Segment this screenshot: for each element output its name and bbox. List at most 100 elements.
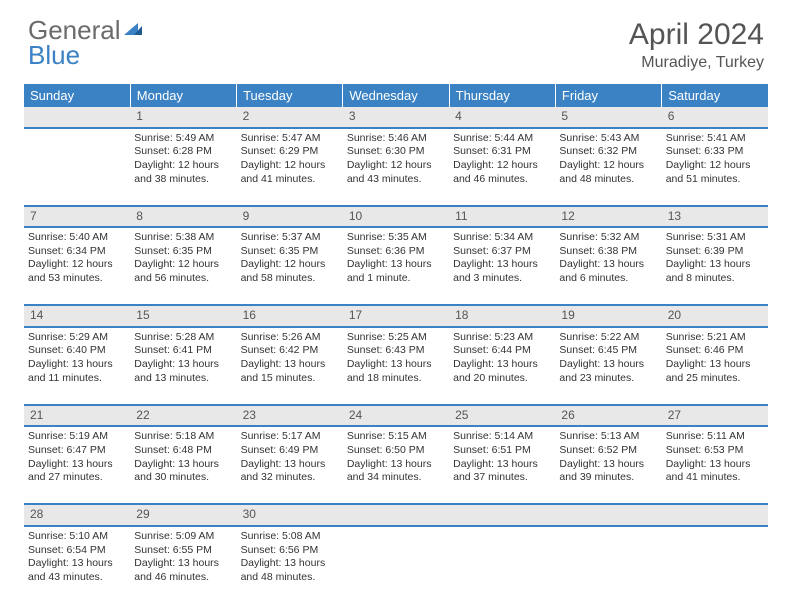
day-header: Friday <box>555 84 661 107</box>
sunset-line: Sunset: 6:45 PM <box>559 344 657 358</box>
calendar-table: SundayMondayTuesdayWednesdayThursdayFrid… <box>24 84 768 604</box>
sunrise-line: Sunrise: 5:35 AM <box>347 231 445 245</box>
sunset-line: Sunset: 6:28 PM <box>134 145 232 159</box>
day-cell: Sunrise: 5:40 AMSunset: 6:34 PMDaylight:… <box>24 227 130 305</box>
day-number: 25 <box>449 405 555 427</box>
location: Muradiye, Turkey <box>629 54 764 72</box>
day-cell: Sunrise: 5:38 AMSunset: 6:35 PMDaylight:… <box>130 227 236 305</box>
daylight-line: Daylight: 13 hours and 37 minutes. <box>453 458 551 485</box>
sunrise-line: Sunrise: 5:17 AM <box>241 430 339 444</box>
day-header: Saturday <box>662 84 768 107</box>
sunrise-line: Sunrise: 5:22 AM <box>559 331 657 345</box>
sunset-line: Sunset: 6:35 PM <box>241 245 339 259</box>
sunrise-line: Sunrise: 5:34 AM <box>453 231 551 245</box>
daylight-line: Daylight: 13 hours and 39 minutes. <box>559 458 657 485</box>
sunset-line: Sunset: 6:31 PM <box>453 145 551 159</box>
day-number: 3 <box>343 107 449 128</box>
day-number <box>449 504 555 526</box>
daylight-line: Daylight: 13 hours and 8 minutes. <box>666 258 764 285</box>
daylight-line: Daylight: 13 hours and 13 minutes. <box>134 358 232 385</box>
day-header: Sunday <box>24 84 130 107</box>
day-number: 10 <box>343 206 449 228</box>
sunset-line: Sunset: 6:30 PM <box>347 145 445 159</box>
daylight-line: Daylight: 13 hours and 6 minutes. <box>559 258 657 285</box>
sunrise-line: Sunrise: 5:21 AM <box>666 331 764 345</box>
sunrise-line: Sunrise: 5:46 AM <box>347 132 445 146</box>
sunset-line: Sunset: 6:29 PM <box>241 145 339 159</box>
day-number: 11 <box>449 206 555 228</box>
sunrise-line: Sunrise: 5:29 AM <box>28 331 126 345</box>
sunrise-line: Sunrise: 5:32 AM <box>559 231 657 245</box>
day-number: 13 <box>662 206 768 228</box>
sunrise-line: Sunrise: 5:37 AM <box>241 231 339 245</box>
sunset-line: Sunset: 6:42 PM <box>241 344 339 358</box>
daylight-line: Daylight: 12 hours and 56 minutes. <box>134 258 232 285</box>
day-cell <box>662 526 768 604</box>
day-cell: Sunrise: 5:44 AMSunset: 6:31 PMDaylight:… <box>449 128 555 206</box>
sunset-line: Sunset: 6:56 PM <box>241 544 339 558</box>
day-cell: Sunrise: 5:22 AMSunset: 6:45 PMDaylight:… <box>555 327 661 405</box>
week-data-row: Sunrise: 5:29 AMSunset: 6:40 PMDaylight:… <box>24 327 768 405</box>
day-cell: Sunrise: 5:14 AMSunset: 6:51 PMDaylight:… <box>449 426 555 504</box>
title-block: April 2024 Muradiye, Turkey <box>629 18 764 72</box>
day-cell <box>24 128 130 206</box>
sunrise-line: Sunrise: 5:41 AM <box>666 132 764 146</box>
day-cell: Sunrise: 5:47 AMSunset: 6:29 PMDaylight:… <box>237 128 343 206</box>
day-cell: Sunrise: 5:35 AMSunset: 6:36 PMDaylight:… <box>343 227 449 305</box>
sunset-line: Sunset: 6:37 PM <box>453 245 551 259</box>
daylight-line: Daylight: 13 hours and 3 minutes. <box>453 258 551 285</box>
daylight-line: Daylight: 13 hours and 27 minutes. <box>28 458 126 485</box>
sunset-line: Sunset: 6:43 PM <box>347 344 445 358</box>
week-data-row: Sunrise: 5:10 AMSunset: 6:54 PMDaylight:… <box>24 526 768 604</box>
sunrise-line: Sunrise: 5:18 AM <box>134 430 232 444</box>
daylight-line: Daylight: 12 hours and 58 minutes. <box>241 258 339 285</box>
week-data-row: Sunrise: 5:40 AMSunset: 6:34 PMDaylight:… <box>24 227 768 305</box>
sunrise-line: Sunrise: 5:43 AM <box>559 132 657 146</box>
daynum-row: 282930 <box>24 504 768 526</box>
day-cell: Sunrise: 5:09 AMSunset: 6:55 PMDaylight:… <box>130 526 236 604</box>
daylight-line: Daylight: 13 hours and 46 minutes. <box>134 557 232 584</box>
day-cell <box>555 526 661 604</box>
day-cell: Sunrise: 5:10 AMSunset: 6:54 PMDaylight:… <box>24 526 130 604</box>
day-cell <box>449 526 555 604</box>
daylight-line: Daylight: 13 hours and 32 minutes. <box>241 458 339 485</box>
sunset-line: Sunset: 6:36 PM <box>347 245 445 259</box>
day-number: 19 <box>555 305 661 327</box>
sunrise-line: Sunrise: 5:47 AM <box>241 132 339 146</box>
sunset-line: Sunset: 6:41 PM <box>134 344 232 358</box>
day-number <box>343 504 449 526</box>
day-number: 24 <box>343 405 449 427</box>
daylight-line: Daylight: 13 hours and 20 minutes. <box>453 358 551 385</box>
logo-text-2: Blue <box>28 40 80 70</box>
day-header-row: SundayMondayTuesdayWednesdayThursdayFrid… <box>24 84 768 107</box>
daylight-line: Daylight: 12 hours and 53 minutes. <box>28 258 126 285</box>
day-cell: Sunrise: 5:43 AMSunset: 6:32 PMDaylight:… <box>555 128 661 206</box>
sunrise-line: Sunrise: 5:31 AM <box>666 231 764 245</box>
sunrise-line: Sunrise: 5:13 AM <box>559 430 657 444</box>
daylight-line: Daylight: 13 hours and 43 minutes. <box>28 557 126 584</box>
sunrise-line: Sunrise: 5:23 AM <box>453 331 551 345</box>
sunset-line: Sunset: 6:47 PM <box>28 444 126 458</box>
sail-icon <box>122 16 144 32</box>
day-number: 22 <box>130 405 236 427</box>
day-header: Monday <box>130 84 236 107</box>
daylight-line: Daylight: 12 hours and 41 minutes. <box>241 159 339 186</box>
sunset-line: Sunset: 6:54 PM <box>28 544 126 558</box>
sunset-line: Sunset: 6:32 PM <box>559 145 657 159</box>
sunrise-line: Sunrise: 5:08 AM <box>241 530 339 544</box>
sunrise-line: Sunrise: 5:38 AM <box>134 231 232 245</box>
day-cell: Sunrise: 5:37 AMSunset: 6:35 PMDaylight:… <box>237 227 343 305</box>
daylight-line: Daylight: 13 hours and 15 minutes. <box>241 358 339 385</box>
daynum-row: 21222324252627 <box>24 405 768 427</box>
daylight-line: Daylight: 13 hours and 48 minutes. <box>241 557 339 584</box>
daylight-line: Daylight: 13 hours and 23 minutes. <box>559 358 657 385</box>
day-cell: Sunrise: 5:31 AMSunset: 6:39 PMDaylight:… <box>662 227 768 305</box>
sunset-line: Sunset: 6:48 PM <box>134 444 232 458</box>
day-cell: Sunrise: 5:29 AMSunset: 6:40 PMDaylight:… <box>24 327 130 405</box>
day-number: 28 <box>24 504 130 526</box>
sunset-line: Sunset: 6:33 PM <box>666 145 764 159</box>
sunrise-line: Sunrise: 5:40 AM <box>28 231 126 245</box>
header: GeneralBlue April 2024 Muradiye, Turkey <box>0 0 792 78</box>
daylight-line: Daylight: 12 hours and 51 minutes. <box>666 159 764 186</box>
logo: GeneralBlue <box>28 18 144 67</box>
